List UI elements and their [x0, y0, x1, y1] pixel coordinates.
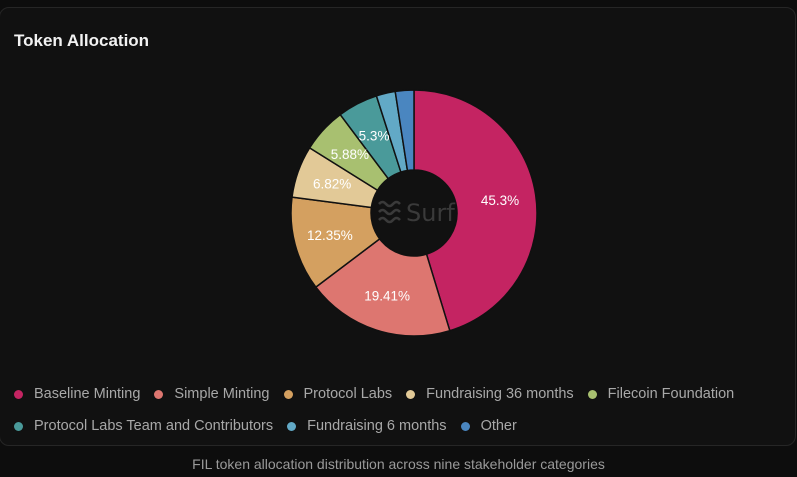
chart-card: Token Allocation [0, 7, 796, 446]
legend-dot-icon [14, 389, 23, 399]
slice-label: 5.88% [331, 147, 369, 162]
legend: Baseline Minting Simple Minting Protocol L… [14, 378, 797, 442]
legend-dot-icon [154, 389, 164, 399]
legend-label: Simple Minting [174, 386, 270, 402]
legend-item[interactable]: Baseline Minting [14, 386, 140, 402]
legend-dot-icon [287, 421, 297, 431]
slice-simple-minting[interactable] [315, 238, 451, 337]
slice-other[interactable] [394, 89, 415, 172]
slice-label: 19.41% [364, 289, 410, 304]
legend-label: Fundraising 6 months [307, 418, 447, 434]
legend-item[interactable]: Protocol Labs Team and Contributors [14, 418, 273, 434]
legend-label: Filecoin Foundation [607, 386, 735, 402]
surf-logo-icon [378, 200, 401, 224]
legend-label: Protocol Labs [303, 386, 393, 402]
surf-watermark: Surf [378, 199, 455, 227]
legend-label: Protocol Labs Team and Contributors [34, 418, 274, 434]
chart-title: Token Allocation [14, 31, 150, 50]
legend-dot-icon [587, 389, 597, 399]
legend-label: Fundraising 36 months [426, 386, 574, 402]
legend-item[interactable]: Fundraising 6 months [287, 418, 447, 434]
legend-item[interactable]: Filecoin Foundation [587, 386, 735, 402]
legend-dot-icon [460, 421, 470, 431]
slice-baseline-minting[interactable] [413, 89, 538, 332]
legend-item[interactable]: Simple Minting [154, 386, 270, 402]
slice-label: 45.3% [481, 193, 519, 208]
legend-dot-icon [406, 389, 416, 399]
legend-item[interactable]: Other [460, 418, 517, 434]
legend-dot-icon [283, 389, 293, 399]
chart-caption: FIL token allocation distribution across… [192, 456, 605, 472]
watermark-text: Surf [406, 199, 455, 227]
slice-label: 6.82% [313, 177, 351, 192]
legend-label: Other [480, 418, 517, 434]
slice-label: 12.35% [307, 228, 353, 243]
legend-label: Baseline Minting [34, 386, 141, 402]
slice-label: 5.3% [359, 129, 390, 144]
legend-dot-icon [14, 421, 23, 431]
legend-item[interactable]: Fundraising 36 months [406, 386, 574, 402]
legend-item[interactable]: Protocol Labs [283, 386, 393, 402]
